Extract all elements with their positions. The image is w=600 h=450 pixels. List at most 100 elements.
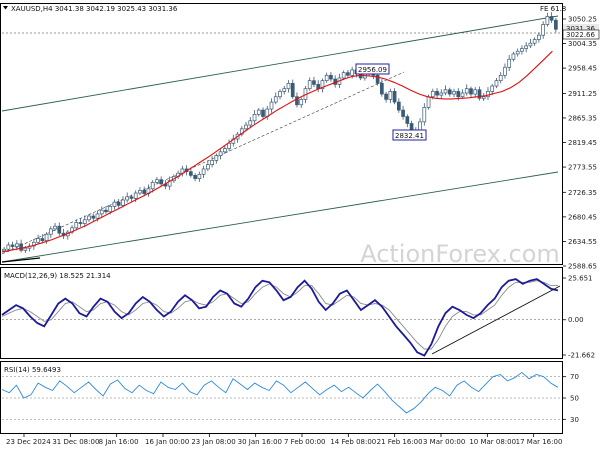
candle-body — [295, 96, 299, 106]
candle-body — [2, 248, 6, 252]
candle-body — [133, 192, 138, 199]
candle-body — [498, 74, 503, 82]
candle-body — [19, 243, 23, 251]
svg-text:3031.36: 3031.36 — [566, 25, 595, 33]
candle-body — [273, 96, 278, 103]
candle-body — [324, 74, 329, 82]
annotation-high: 2956.09 — [355, 63, 390, 75]
svg-text:2832.41: 2832.41 — [395, 132, 424, 140]
candle-body — [57, 225, 62, 234]
moving-average-line — [1, 50, 553, 253]
candle-body — [6, 244, 11, 250]
macd-ytick-label: 0.00 — [568, 316, 584, 324]
svg-text:3022.66: 3022.66 — [566, 31, 595, 39]
price-ytick-label: 2958.45 — [568, 65, 597, 73]
candle-body — [545, 16, 550, 25]
candle-body — [197, 173, 202, 179]
x-tick-label: 16 Jan 00:00 — [145, 438, 189, 446]
candle-body — [269, 101, 274, 110]
x-tick-label: 14 Feb 08:00 — [330, 438, 376, 446]
candle-body — [464, 88, 469, 94]
x-tick-label: 8 Jan 16:00 — [99, 438, 139, 446]
candle-body — [405, 116, 410, 124]
candle-body — [206, 164, 210, 170]
candle-body — [74, 222, 79, 229]
candle-body — [282, 88, 287, 92]
rsi-title: RSI(14) 59.6493 — [4, 366, 61, 374]
candle-body — [261, 109, 265, 117]
candle-body — [99, 209, 104, 215]
candle-body — [193, 175, 197, 179]
candle-body — [155, 179, 159, 183]
candle-body — [10, 244, 15, 247]
candle-body — [116, 201, 121, 206]
rsi-ytick-label: 50 — [570, 395, 579, 403]
rsi-ytick-label: 70 — [570, 373, 579, 381]
candle-body — [392, 91, 397, 103]
x-tick-label: 30 Jan 16:00 — [238, 438, 282, 446]
candle-body — [473, 89, 478, 95]
candle-body — [91, 215, 96, 219]
candle-body — [95, 213, 100, 219]
price-ytick-label: 3050.25 — [568, 16, 597, 24]
current-price-tag: 3022.66 — [562, 29, 600, 40]
candle-body — [320, 80, 325, 90]
candle-body — [443, 89, 448, 94]
price-ytick-label: 3004.35 — [568, 40, 597, 48]
candle-body — [507, 58, 512, 68]
dropdown-triangle-icon[interactable] — [3, 6, 8, 10]
candle-body — [214, 155, 219, 161]
upper-price-tag: 3031.36 — [563, 24, 599, 33]
candle-body — [252, 114, 257, 122]
candle-body — [48, 228, 53, 235]
bottom-left-segment — [1, 257, 41, 263]
candle-body — [23, 247, 28, 251]
axes: 3050.25 3004.35 2958.45 2911.25 2865.35 2819.… — [6, 16, 597, 447]
candle-body — [452, 91, 456, 95]
rsi-line — [1, 371, 559, 414]
candle-body — [53, 225, 57, 230]
candle-body — [503, 66, 507, 76]
x-tick-label: 23 Dec 2024 — [6, 438, 51, 446]
candle-body — [227, 142, 231, 149]
candle-body — [456, 91, 461, 98]
macd-title: MACD(12,26,9) 18.525 21.314 — [4, 272, 111, 280]
candle-body — [524, 45, 529, 49]
macd-plot — [1, 278, 562, 357]
candle-body — [44, 233, 49, 242]
candle-body — [435, 91, 439, 96]
x-tick-label: 17 Mar 16:00 — [516, 438, 563, 446]
candle-body — [380, 82, 384, 95]
candle-body — [541, 24, 545, 36]
price-ytick-label: 2634.55 — [568, 238, 597, 246]
candle-body — [422, 107, 427, 123]
candle-body — [239, 128, 244, 135]
macd-panel-frame — [0, 267, 563, 359]
candle-body — [532, 39, 537, 44]
signal-line — [1, 280, 558, 350]
macd-trendline — [431, 285, 561, 355]
candle-body — [189, 171, 193, 176]
candle-body — [244, 124, 248, 130]
candle-body — [549, 16, 554, 21]
candle-body — [36, 238, 40, 243]
candle-body — [312, 80, 316, 85]
candle-body — [248, 120, 253, 126]
candle-body — [286, 82, 291, 90]
candle-body — [40, 238, 45, 242]
candle-body — [346, 72, 350, 76]
candle-body — [256, 109, 261, 115]
candle-body — [439, 92, 444, 96]
x-tick-label: 7 Feb 00:00 — [284, 438, 325, 446]
candle-body — [329, 74, 333, 80]
candle-body — [218, 151, 223, 156]
candle-body — [397, 101, 401, 111]
candle-body — [87, 215, 91, 221]
macd-line — [1, 278, 559, 357]
candle-body — [430, 91, 435, 98]
x-tick-label: 3 Mar 00:00 — [423, 438, 465, 446]
candle-body — [409, 123, 414, 131]
candle-body — [31, 241, 36, 247]
